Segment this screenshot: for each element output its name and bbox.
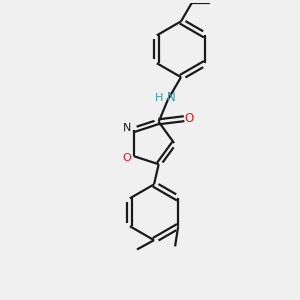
Text: N: N (167, 92, 176, 104)
Text: O: O (185, 112, 194, 125)
Text: H: H (155, 93, 164, 103)
Text: N: N (123, 123, 131, 134)
Text: O: O (122, 153, 131, 163)
